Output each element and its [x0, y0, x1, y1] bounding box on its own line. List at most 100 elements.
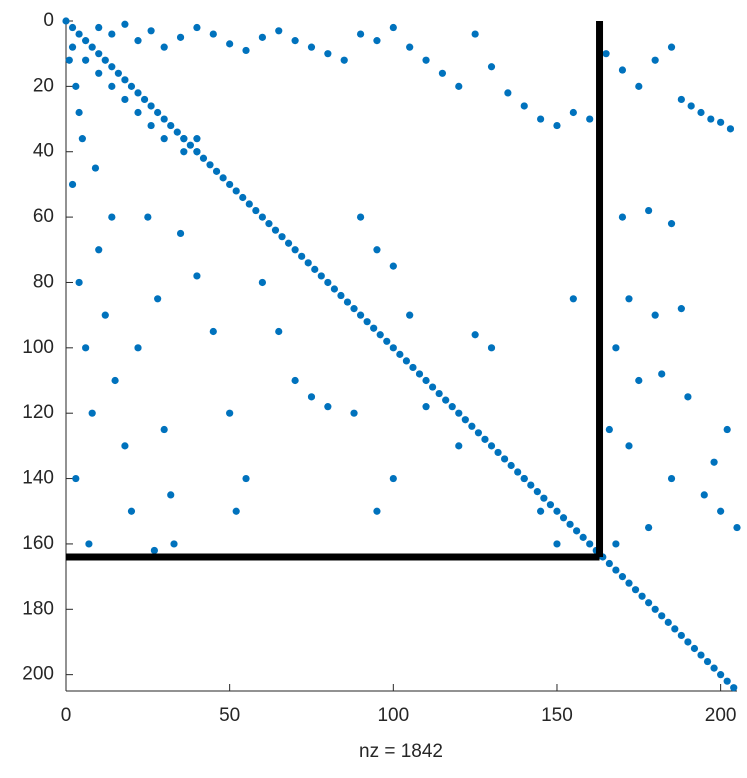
nonzero-dot — [226, 40, 234, 48]
y-tick-label: 60 — [33, 206, 54, 227]
nonzero-dot — [62, 17, 70, 25]
nonzero-dot — [569, 108, 577, 117]
nonzero-dot — [68, 23, 77, 32]
nonzero-dot — [671, 625, 679, 633]
nonzero-dot — [625, 579, 633, 587]
nonzero-dot — [487, 442, 496, 450]
nonzero-dot — [422, 56, 430, 64]
nonzero-dot — [199, 154, 208, 162]
nonzero-dot — [501, 455, 509, 463]
nonzero-dot — [356, 213, 365, 221]
nonzero-dot — [75, 278, 83, 287]
nonzero-dot — [232, 187, 240, 195]
nonzero-dot — [68, 180, 77, 189]
nonzero-dot — [127, 507, 136, 515]
nonzero-dot — [242, 474, 250, 483]
nonzero-dot — [134, 37, 142, 45]
nonzero-dot — [258, 33, 266, 41]
nonzero-dot — [242, 46, 250, 55]
nonzero-dot — [340, 56, 348, 64]
x-tick-label: 200 — [705, 705, 737, 726]
nonzero-dot — [160, 43, 168, 51]
nonzero-dot — [651, 605, 659, 613]
nonzero-dot — [481, 435, 489, 443]
nonzero-dot — [376, 331, 384, 339]
nonzero-dot — [638, 592, 646, 600]
y-tick-label: 80 — [33, 271, 54, 292]
nonzero-dot — [121, 95, 129, 104]
x-tick-label: 150 — [541, 705, 573, 726]
nonzero-dot — [95, 69, 103, 77]
nonzero-dot — [455, 409, 463, 417]
nonzero-dot — [455, 442, 463, 450]
nonzero-dot — [471, 30, 479, 38]
nonzero-dot — [687, 102, 695, 110]
nonzero-dot — [324, 278, 332, 287]
nonzero-dot — [569, 295, 577, 303]
nonzero-dot — [206, 161, 214, 169]
nonzero-dot — [72, 82, 80, 90]
nonzero-dot — [258, 278, 266, 287]
nonzero-dot — [167, 121, 175, 130]
nonzero-dot — [72, 474, 80, 483]
nonzero-dot — [193, 272, 201, 280]
nonzero-dot — [428, 383, 437, 391]
nonzero-dot — [605, 425, 613, 434]
nonzero-dot — [448, 403, 456, 411]
nonzero-dot — [291, 37, 299, 45]
nonzero-dot — [311, 265, 319, 273]
nonzero-dot — [546, 501, 555, 509]
nonzero-dot — [612, 540, 620, 548]
nonzero-dot — [658, 612, 666, 620]
nonzero-dot — [553, 507, 561, 515]
nonzero-dot — [658, 370, 666, 378]
nonzero-dot — [435, 389, 443, 398]
nonzero-dot — [415, 370, 424, 378]
nonzero-dot — [726, 125, 735, 133]
nonzero-dot — [667, 474, 676, 483]
x-tick-label: 50 — [219, 705, 240, 726]
nonzero-dot — [625, 442, 633, 450]
nonzero-dot — [317, 272, 325, 280]
nonzero-dot — [730, 684, 738, 692]
nonzero-dot — [108, 82, 116, 90]
nonzero-dot — [114, 69, 122, 77]
nonzero-dot — [108, 213, 116, 221]
x-axis-label: nz = 1842 — [359, 741, 443, 762]
nonzero-dot — [144, 213, 152, 221]
nonzero-dot — [618, 66, 627, 74]
nonzero-dot — [422, 376, 430, 385]
nonzero-dot — [160, 135, 168, 143]
nonzero-dot — [697, 108, 705, 117]
nonzero-dot — [337, 291, 345, 300]
nonzero-dot — [193, 23, 201, 32]
nonzero-dot — [710, 458, 718, 466]
nonzero-dot — [573, 527, 581, 535]
nonzero-dot — [396, 350, 404, 358]
nonzero-dot — [677, 305, 685, 313]
nonzero-dot — [212, 167, 221, 175]
nonzero-dot — [95, 23, 103, 32]
nonzero-dot — [559, 514, 568, 522]
nonzero-dot — [180, 135, 188, 143]
nonzero-dot — [186, 141, 194, 149]
nonzero-dot — [677, 95, 685, 104]
nonzero-dot — [373, 246, 381, 254]
nonzero-dot — [147, 121, 155, 130]
nonzero-dot — [605, 559, 613, 568]
x-tick-label: 100 — [377, 705, 409, 726]
y-tick-label: 200 — [22, 664, 54, 685]
nonzero-dot — [586, 115, 594, 123]
nonzero-dot — [406, 43, 414, 51]
nonzero-dot — [487, 344, 496, 352]
nonzero-dot — [307, 43, 316, 51]
nonzero-dot — [134, 89, 142, 97]
nonzero-dot — [343, 298, 352, 306]
nonzero-dot — [707, 115, 715, 123]
nonzero-dot — [667, 220, 676, 228]
nonzero-dot — [717, 671, 725, 679]
nonzero-dot — [291, 376, 299, 385]
nonzero-dot — [723, 677, 731, 685]
nonzero-dot — [160, 115, 168, 123]
